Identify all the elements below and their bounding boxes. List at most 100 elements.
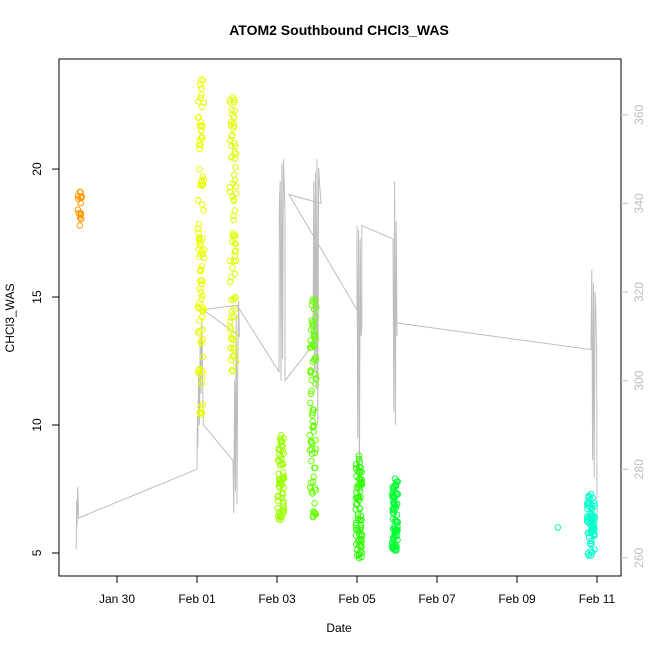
scatter-point bbox=[231, 171, 238, 178]
scatter-point bbox=[355, 542, 363, 549]
scatter-point bbox=[311, 332, 319, 340]
scatter-point bbox=[228, 314, 235, 321]
scatter-point bbox=[308, 488, 316, 495]
scatter-point bbox=[390, 510, 398, 518]
scatter-point bbox=[587, 513, 594, 521]
scatter-point bbox=[196, 166, 203, 173]
scatter-point bbox=[392, 502, 399, 510]
scatter-point bbox=[228, 296, 235, 304]
scatter-point bbox=[277, 513, 284, 521]
scatter-point bbox=[232, 163, 239, 171]
scatter-point bbox=[197, 127, 205, 134]
scatter-point bbox=[352, 519, 360, 527]
scatter-point bbox=[200, 207, 207, 214]
y2-tick-label: 360 bbox=[632, 104, 646, 124]
scatter-point bbox=[587, 490, 595, 498]
scatter-point bbox=[275, 483, 283, 490]
x-tick-label: Feb 03 bbox=[258, 592, 296, 606]
scatter-point bbox=[275, 446, 283, 453]
scatter-point bbox=[587, 552, 595, 559]
scatter-point bbox=[226, 278, 234, 286]
scatter-point bbox=[198, 380, 205, 388]
x-tick-label: Feb 05 bbox=[338, 592, 376, 606]
scatter-point bbox=[355, 554, 363, 562]
scatter-point bbox=[307, 484, 314, 491]
scatter-point bbox=[279, 489, 287, 497]
y-tick-label: 5 bbox=[30, 549, 44, 556]
scatter-point bbox=[226, 257, 234, 265]
scatter-point bbox=[554, 524, 562, 531]
scatter-point bbox=[230, 197, 238, 204]
scatter-point bbox=[310, 422, 318, 429]
scatter-point bbox=[392, 527, 399, 534]
scatter-point bbox=[355, 455, 363, 463]
scatter-point bbox=[228, 366, 236, 374]
scatter-point bbox=[588, 504, 596, 512]
scatter-point bbox=[232, 359, 240, 366]
x-tick-label: Jan 30 bbox=[99, 592, 135, 606]
scatter-point bbox=[198, 123, 205, 130]
scatter-point bbox=[229, 132, 236, 139]
scatter-point bbox=[228, 106, 235, 114]
scatter-point bbox=[229, 94, 237, 101]
scatter-point bbox=[586, 520, 593, 527]
scatter-point bbox=[77, 209, 85, 217]
scatter-point bbox=[392, 482, 399, 489]
scatter-point bbox=[584, 529, 592, 537]
scatter-point bbox=[198, 84, 205, 92]
y-tick-label: 20 bbox=[30, 162, 44, 176]
scatter-point bbox=[312, 371, 319, 378]
scatter-point bbox=[308, 376, 315, 384]
y2-tick-label: 300 bbox=[632, 370, 646, 390]
scatter-point bbox=[312, 354, 319, 361]
scatter-point bbox=[199, 374, 206, 381]
scatter-point bbox=[76, 222, 84, 229]
scatter-point bbox=[227, 318, 234, 325]
scatter-point bbox=[195, 229, 202, 236]
scatter-point bbox=[199, 353, 207, 361]
scatter-point bbox=[588, 539, 595, 547]
scatter-point bbox=[392, 518, 399, 526]
scatter-point bbox=[280, 473, 288, 480]
scatter-point bbox=[312, 336, 319, 343]
scatter-point bbox=[227, 326, 234, 333]
scatter-point bbox=[197, 288, 205, 296]
y2-tick-label: 340 bbox=[632, 193, 646, 213]
scatter-point bbox=[355, 551, 363, 559]
scatter-point bbox=[278, 513, 285, 520]
scatter-point bbox=[311, 500, 318, 507]
scatter-point bbox=[356, 487, 364, 495]
scatter-point bbox=[198, 306, 205, 314]
scatter-point bbox=[195, 327, 203, 335]
scatter-point bbox=[230, 99, 238, 106]
scatter-point bbox=[591, 525, 598, 533]
scatter-point bbox=[306, 431, 314, 439]
scatter-point bbox=[231, 107, 238, 114]
scatter-point bbox=[227, 99, 234, 106]
scatter-point bbox=[230, 119, 238, 127]
scatter-point bbox=[310, 473, 317, 481]
scatter-point bbox=[197, 266, 204, 273]
scatter-point bbox=[230, 232, 238, 239]
scatter-point bbox=[352, 522, 360, 529]
scatter-point bbox=[232, 190, 240, 198]
scatter-point bbox=[230, 113, 238, 121]
y-tick-label: 10 bbox=[30, 418, 44, 432]
scatter-point bbox=[229, 367, 237, 375]
scatter-point bbox=[309, 406, 317, 413]
scatter-point bbox=[275, 470, 283, 478]
scatter-point bbox=[279, 447, 287, 455]
scatter-point bbox=[232, 150, 240, 158]
scatter-point bbox=[390, 535, 398, 542]
scatter-point bbox=[198, 340, 205, 347]
scatter-point bbox=[311, 464, 318, 472]
scatter-point bbox=[588, 501, 596, 509]
scatter-point bbox=[391, 475, 399, 483]
scatter-point bbox=[228, 307, 236, 315]
scatter-point bbox=[309, 296, 317, 303]
scatter-point bbox=[390, 486, 397, 493]
scatter-point bbox=[277, 516, 285, 524]
scatter-point bbox=[280, 503, 288, 510]
scatter-point bbox=[197, 76, 205, 83]
